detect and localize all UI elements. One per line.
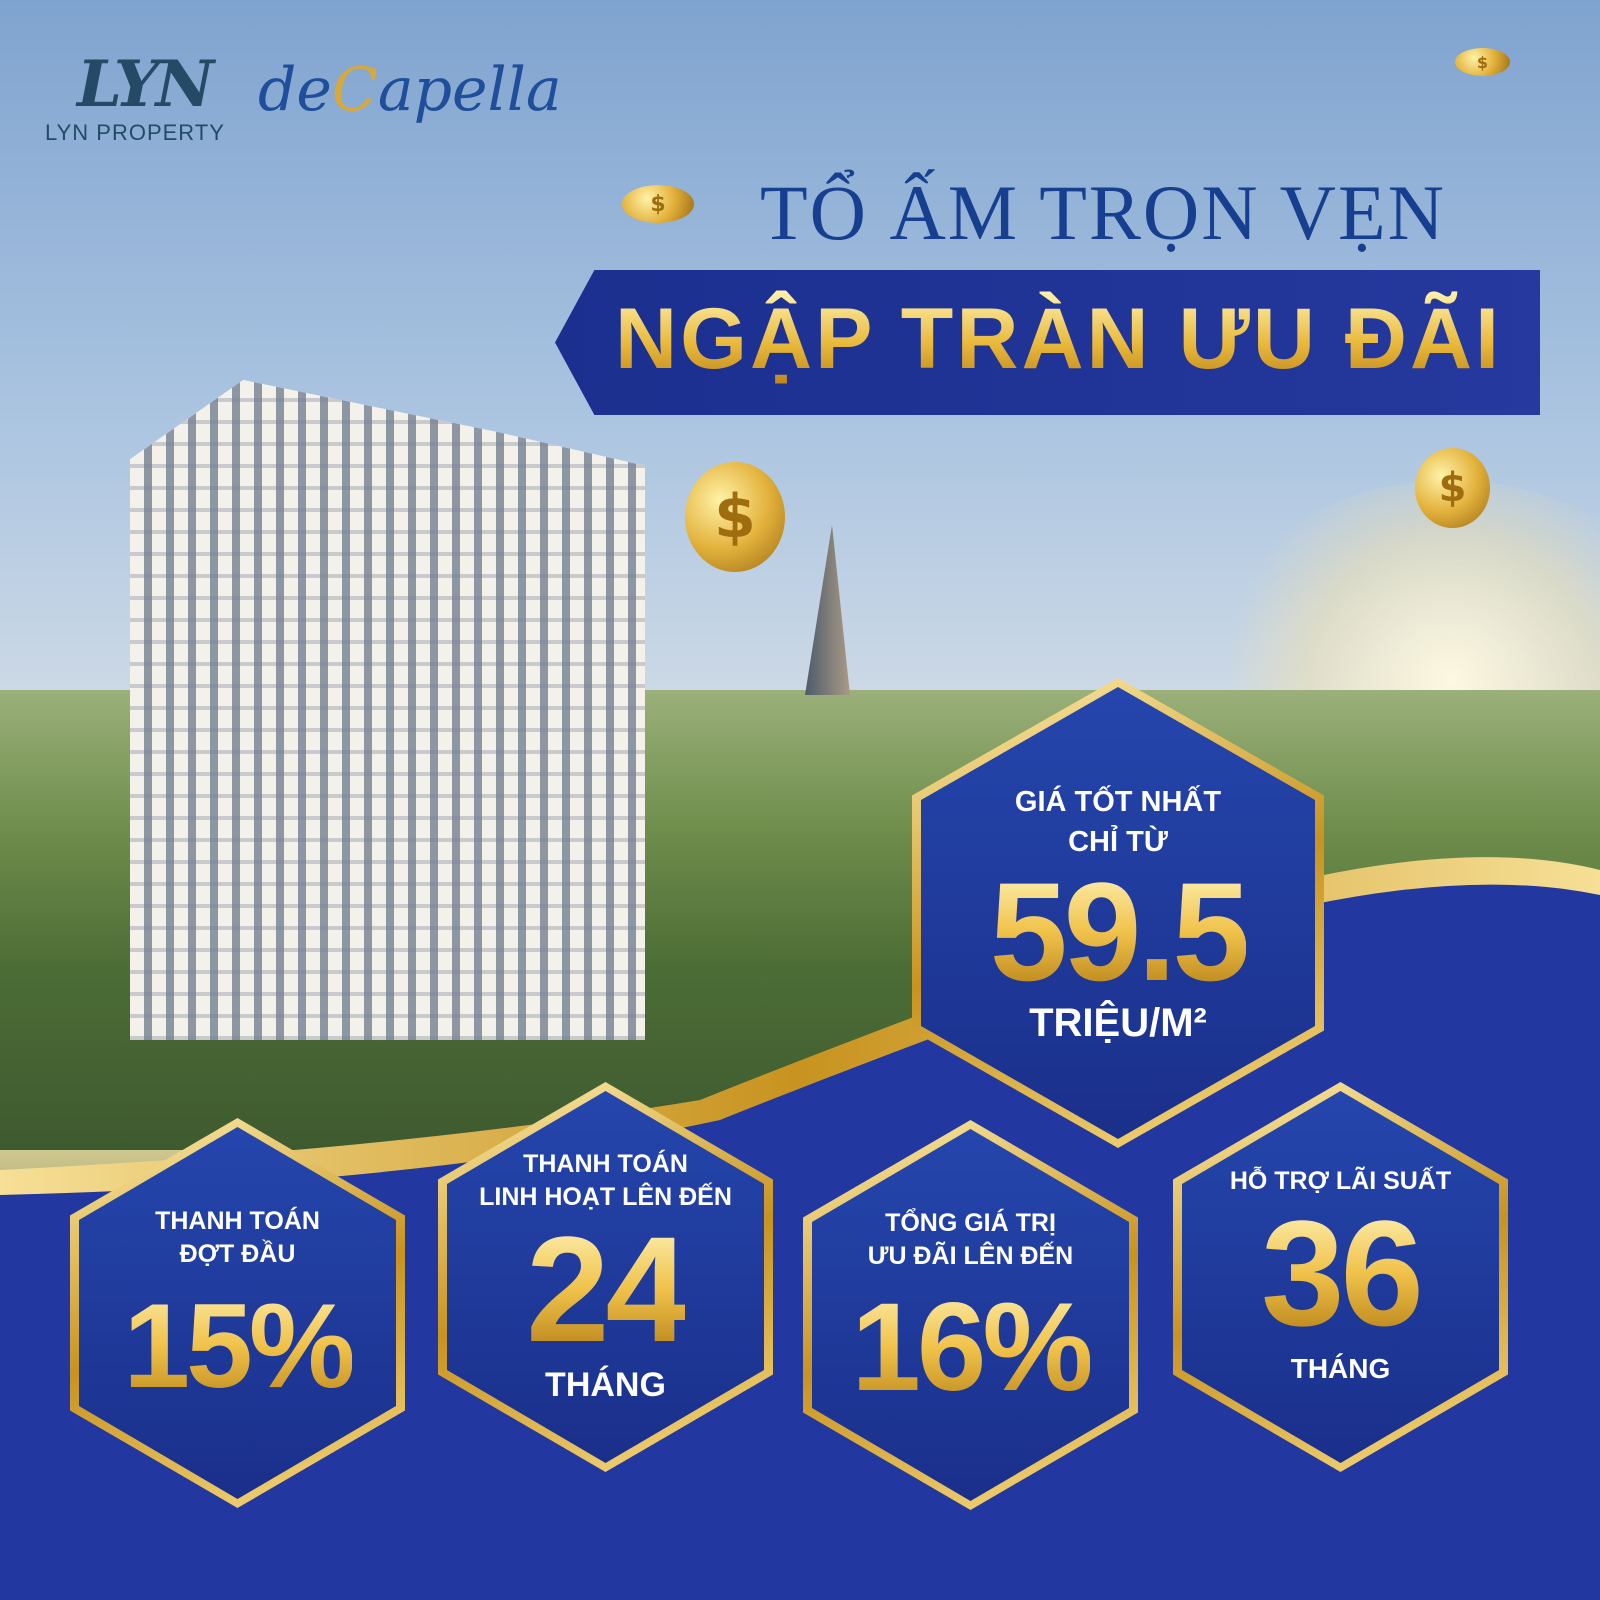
logo-mark: LYN	[77, 47, 214, 122]
headline-line2: NGẬP TRÀN ƯU ĐÃI	[615, 291, 1503, 387]
offer-flexible-payment: THANH TOÁN LINH HOẠT LÊN ĐẾN 24 THÁNG	[438, 1082, 773, 1472]
offer-price: GIÁ TỐT NHẤT CHỈ TỪ 59.5 TRIỆU/M²	[912, 678, 1324, 1148]
offer-first-payment: THANH TOÁN ĐỢT ĐẦU 15%	[70, 1118, 405, 1508]
apartment-tower	[130, 380, 645, 1040]
decapella-logo: deCapella	[258, 55, 562, 125]
gold-coin-icon: $	[622, 185, 694, 223]
headline-banner	[555, 270, 1540, 415]
gold-coin-icon: $	[1455, 48, 1510, 76]
gold-coin-icon: $	[1415, 448, 1490, 528]
headline-line1: TỔ ẤM TRỌN VẸN	[760, 169, 1446, 256]
lyn-property-logo: LYN LYN PROPERTY	[45, 50, 225, 146]
logo-company: LYN PROPERTY	[45, 120, 225, 145]
offer-interest-support: HỖ TRỢ LÃI SUẤT 36 THÁNG	[1173, 1082, 1508, 1472]
gold-coin-icon: $	[685, 462, 785, 572]
offer-total-value: TỔNG GIÁ TRỊ ƯU ĐÃI LÊN ĐẾN 16%	[803, 1120, 1138, 1510]
